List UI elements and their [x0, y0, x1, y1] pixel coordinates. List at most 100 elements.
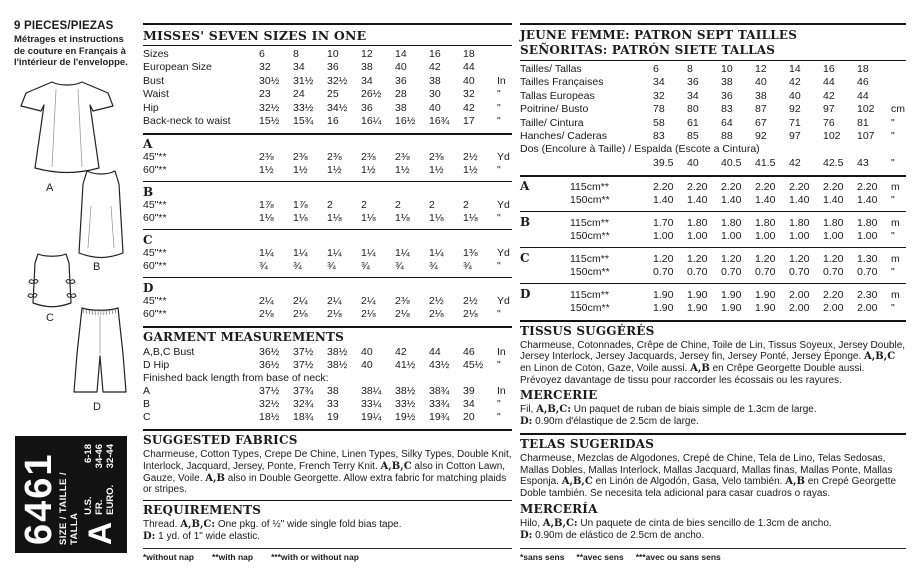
cell-value: 32½ [259, 101, 280, 114]
table-row: Taille/ Cintura 58 61 64 67 71 76 81 " [520, 117, 906, 130]
cell-value: 6 [259, 48, 265, 60]
cell-value: 1.40 [823, 193, 844, 206]
cell-value: 2.00 [789, 301, 810, 314]
cell-value: 2¼ [327, 295, 342, 308]
cell-unit: In [497, 74, 506, 87]
table-row: Waist 23 24 25 26½ 28 30 32 " [143, 88, 512, 101]
footnote-without-nap: *without nap [143, 551, 194, 562]
cell-value: 1½ [395, 164, 410, 177]
cell-label: 150cm** [570, 301, 610, 314]
cell-value: 43 [857, 156, 869, 169]
cell-value: 1⅞ [259, 199, 274, 212]
requirements-line-2: D: 1 yd. of 1" wide elastic. [143, 531, 512, 543]
cell-value: 30 [429, 88, 441, 101]
cell-value: 1⅛ [327, 212, 342, 225]
cell-value: 1.40 [721, 193, 742, 206]
cell-value: 2⅛ [395, 308, 410, 321]
english-title: MISSES' SEVEN SIZES IN ONE [143, 28, 367, 43]
section-letter: A [143, 137, 153, 152]
divider [143, 326, 512, 329]
text-segment: A,B,C [380, 461, 412, 473]
cell-value: 2.20 [789, 180, 810, 193]
cell-value: 1⅛ [293, 212, 308, 225]
cell-label: C [143, 411, 151, 424]
view-d-label: D [93, 401, 101, 413]
cell-value: 2½ [463, 151, 478, 164]
cell-unit: m [891, 180, 900, 193]
yardage-table-b: 45"** 1⅞ 1⅞ 2 2 2 2 2 Yd 60"** 1⅛ 1⅛ 1⅛ 1⅛ 1⅛ 1⅛ 1⅛ " [143, 199, 512, 225]
cell-value: 2⅛ [361, 308, 376, 321]
cell-unit: " [497, 115, 501, 128]
cell-label: Taille/ Cintura [520, 116, 584, 129]
cell-value: 2¼ [293, 295, 308, 308]
garment-c-drawing [27, 253, 77, 308]
view-c-label: C [46, 312, 54, 324]
cell-value: 2⅛ [429, 308, 444, 321]
cell-value: 107 [857, 130, 875, 143]
cell-unit: Yd [497, 247, 510, 260]
cell-unit: " [497, 411, 501, 424]
cell-value: 1.80 [755, 216, 776, 229]
cell-value: 2 [327, 199, 333, 212]
text-segment: Fil, [520, 404, 537, 416]
cell-value: 92 [755, 130, 767, 143]
pieces-count-line: 9 PIECES/PIEZAS [14, 20, 140, 32]
cell-value: 102 [857, 103, 875, 116]
cell-value: 1½ [293, 164, 308, 177]
cell-label: 60"** [143, 308, 167, 321]
cell-value: 34½ [327, 101, 348, 114]
cell-value: 1¼ [327, 247, 342, 260]
cell-value: 38 [327, 385, 339, 398]
cell-value: 34 [293, 61, 305, 74]
cell-value: 83 [653, 130, 665, 143]
cell-value: 40 [395, 61, 407, 74]
table-row: C 115cm** 1.20 1.20 1.20 1.20 1.20 1.20 1.30 m [520, 251, 906, 266]
cell-value: 1.20 [823, 252, 844, 265]
yardage-section-b: B 45"** 1⅞ 1⅞ 2 2 2 2 2 Yd 60"** 1⅛ 1⅛ 1⅛ 1⅛ 1⅛ 1⅛ 1⅛ " [143, 186, 512, 225]
cell-label: 60"** [143, 260, 167, 273]
cell-label: Hanches/ Caderas [520, 130, 607, 143]
cell-value: 33½ [395, 398, 416, 411]
cell-value: 17 [463, 115, 475, 128]
left-column: 9 PIECES/PIEZAS Métrages et instructions… [14, 20, 140, 69]
cell-value: 40.5 [721, 156, 742, 169]
cell-value: 1½ [463, 164, 478, 177]
merceria-title: MERCERÍA [520, 501, 598, 516]
text-segment: Un paquet de ruban de biais simple de 1.… [570, 404, 817, 416]
table-row: Tallas Europeas 32 34 36 38 40 42 44 [520, 90, 906, 103]
cell-value: 2¼ [259, 295, 274, 308]
cell-unit: m [891, 288, 900, 301]
cell-value: 1.40 [687, 193, 708, 206]
cell-value: 1⅛ [259, 212, 274, 225]
cell-unit: " [497, 260, 501, 273]
cell-value: 42 [823, 89, 835, 102]
cell-value: 30½ [259, 74, 280, 87]
cell-value: 2⅜ [293, 151, 308, 164]
cell-value: 38½ [395, 385, 416, 398]
table-row: 60"** 1½ 1½ 1½ 1½ 1½ 1½ 1½ " [143, 164, 512, 177]
table-row: 45"** 2⅜ 2⅜ 2⅜ 2⅜ 2⅜ 2⅜ 2½ Yd [143, 151, 512, 164]
cell-value: 1.80 [687, 216, 708, 229]
cell-unit: Yd [497, 295, 510, 308]
divider [520, 60, 906, 61]
cell-value: 87 [755, 103, 767, 116]
yardage-section-c: C 45"** 1¼ 1¼ 1¼ 1¼ 1¼ 1¼ 1⅜ Yd 60"** ¾ ¾ ¾ ¾ ¾ ¾ ¾ " [143, 234, 512, 273]
cell-value: 2⅜ [327, 151, 342, 164]
cell-value: ¾ [259, 260, 268, 273]
cell-label: A [520, 178, 530, 193]
cell-label: 45"** [143, 247, 167, 260]
cell-value: 37½ [293, 346, 314, 359]
cell-value: 19½ [395, 411, 416, 424]
cell-value: 1⅜ [463, 247, 478, 260]
size-range-label: U.S. [83, 496, 94, 515]
cell-label: 45"** [143, 199, 167, 212]
text-segment: D: [520, 529, 533, 541]
cell-value: 15¾ [293, 115, 314, 128]
table-row: A,B,C Bust 36½ 37½ 38½ 40 42 44 46 In [143, 346, 512, 359]
table-row: C 18½ 18¾ 19 19¼ 19½ 19¾ 20 " [143, 411, 512, 424]
cell-value: 40 [755, 76, 767, 89]
yardage-table-c: 45"** 1¼ 1¼ 1¼ 1¼ 1¼ 1¼ 1⅜ Yd 60"** ¾ ¾ ¾ ¾ ¾ ¾ ¾ " [143, 247, 512, 273]
mercerie-title: MERCERIE [520, 388, 598, 403]
cell-value: 43½ [429, 359, 450, 372]
french-note: Métrages et instructions de couture en F… [14, 34, 128, 68]
